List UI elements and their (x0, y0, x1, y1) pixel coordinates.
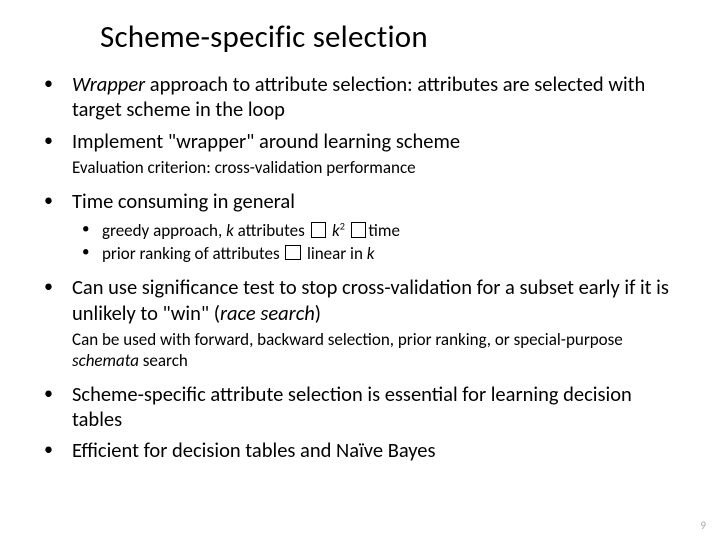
subtext-part: search (139, 350, 188, 371)
sub-text: prior ranking of attributes (102, 243, 283, 264)
bullet-text: Efficient for decision tables and Naïve … (72, 437, 436, 463)
subtext-part: Can be used with forward, backward selec… (72, 329, 623, 350)
bullet-item: Can use significance test to stop cross-… (36, 275, 684, 326)
page-number: 9 (700, 519, 706, 532)
bullet-text: approach to attribute selection: attribu… (72, 71, 645, 122)
subtext-italic: schemata (72, 350, 139, 371)
bullet-text: Time consuming in general (72, 188, 295, 214)
bullet-item: Implement "wrapper" around learning sche… (36, 129, 684, 154)
bullet-text-italic: race search (220, 300, 315, 326)
slide: Scheme-specific selection Wrapper approa… (0, 0, 720, 540)
sub-text-italic: k (226, 220, 234, 241)
sub-text: attributes (234, 220, 309, 241)
superscript: 2 (340, 220, 345, 233)
sub-bullet-item: prior ranking of attributes linear in k (72, 243, 684, 265)
bullet-item: Time consuming in general (36, 189, 684, 214)
bullet-subtext: Evaluation criterion: cross-validation p… (72, 158, 684, 179)
sub-text-italic: k (367, 243, 375, 264)
sub-text-italic: k (332, 220, 340, 241)
missing-glyph-icon (351, 222, 367, 238)
bullet-item: Wrapper approach to attribute selection:… (36, 72, 684, 123)
sub-text: linear in (303, 243, 367, 264)
missing-glyph-icon (311, 222, 327, 238)
bullet-item: Efficient for decision tables and Naïve … (36, 438, 684, 463)
bullet-subtext: Can be used with forward, backward selec… (72, 330, 684, 371)
sub-text: greedy approach, (102, 220, 226, 241)
bullet-text-italic: Wrapper (72, 71, 145, 97)
bullet-text: ) (315, 300, 321, 326)
sub-bullet-list: greedy approach, k attributes k2 time pr… (72, 220, 684, 265)
sub-text: time (368, 220, 400, 241)
bullet-text: Can use significance test to stop cross-… (72, 274, 669, 325)
sub-bullet-item: greedy approach, k attributes k2 time (72, 220, 684, 242)
bullet-list: Wrapper approach to attribute selection:… (36, 72, 684, 464)
bullet-item: Scheme-specific attribute selection is e… (36, 382, 684, 433)
bullet-text: Implement "wrapper" around learning sche… (72, 128, 460, 154)
bullet-text: Scheme-specific attribute selection is e… (72, 381, 632, 432)
slide-title: Scheme-specific selection (100, 18, 684, 56)
missing-glyph-icon (285, 245, 301, 261)
